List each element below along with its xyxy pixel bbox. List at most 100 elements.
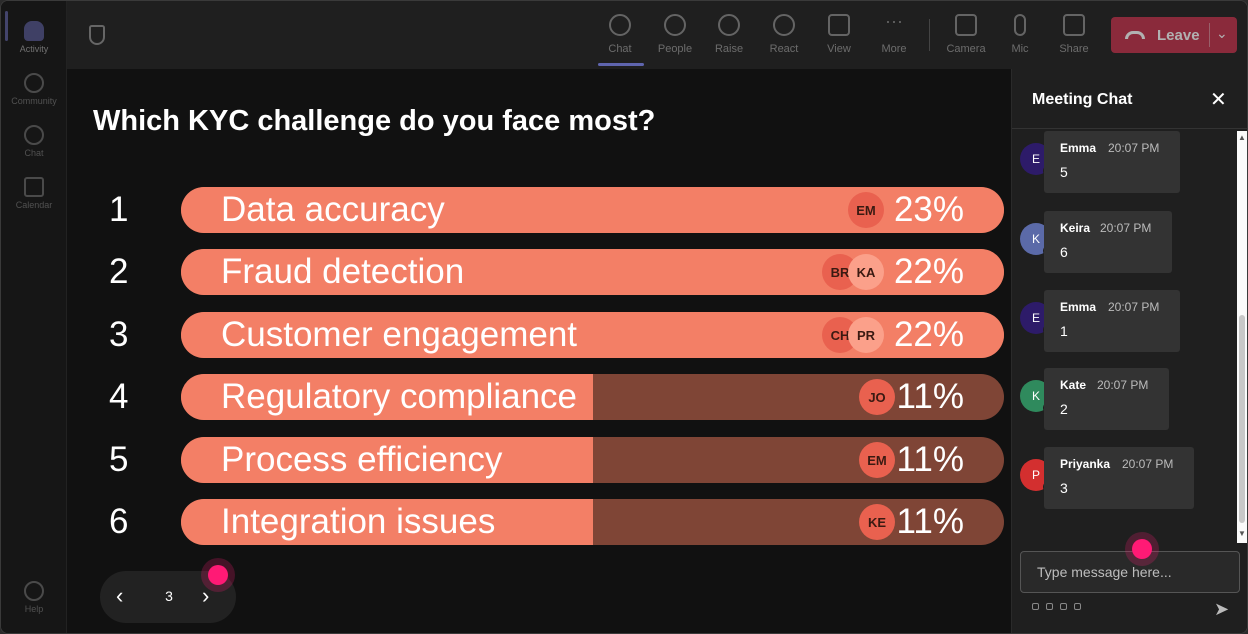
poll-option-label: Data accuracy: [221, 190, 445, 229]
toolbar-label: Share: [1059, 43, 1089, 55]
poll-option-number: 2: [109, 252, 129, 291]
meeting-toolbar: Chat People Raise React View ··· More Ca…: [67, 1, 1247, 69]
poll-option-row[interactable]: 6 Integration issues KE 11%: [93, 499, 1005, 547]
voter-avatar: PR: [848, 317, 884, 353]
leave-label: Leave: [1157, 26, 1200, 44]
toolbar-share-button[interactable]: Share: [1049, 11, 1099, 61]
message-input[interactable]: [1020, 551, 1240, 593]
toolbar-label: Camera: [946, 43, 986, 55]
message-text: 5: [1060, 164, 1068, 180]
scroll-thumb[interactable]: [1239, 315, 1245, 523]
poll-option-label: Integration issues: [221, 502, 496, 541]
rail-item-label: Help: [24, 603, 44, 614]
page-number: 3: [165, 588, 173, 604]
scroll-up-arrow-icon[interactable]: ▲: [1238, 133, 1246, 142]
voter-avatar: KE: [859, 504, 895, 540]
chevron-right-icon[interactable]: ›: [202, 583, 210, 608]
voter-avatar: KA: [848, 254, 884, 290]
message-author: Emma: [1060, 141, 1097, 155]
toolbar-more-button[interactable]: ··· More: [869, 11, 919, 61]
poll-option-label: Regulatory compliance: [221, 377, 578, 416]
poll-option-row[interactable]: 2 Fraud detection BR KA 22%: [93, 249, 1005, 297]
poll-option-fill: [181, 374, 593, 420]
rail-item-calendar[interactable]: Calendar: [1, 167, 67, 219]
rail-active-indicator: [5, 11, 8, 41]
toolbar-label: More: [881, 43, 907, 55]
gif-icon[interactable]: [1074, 603, 1081, 610]
toolbar-people-button[interactable]: People: [650, 11, 700, 61]
chevron-left-icon[interactable]: ‹: [116, 583, 124, 608]
message-time: 20:07 PM: [1108, 141, 1160, 155]
grid-icon: [828, 14, 850, 36]
poll-option-row[interactable]: 1 Data accuracy EM 23%: [93, 187, 1005, 235]
poll-option-label: Fraud detection: [221, 252, 465, 291]
poll-option-bar: Process efficiency EM 11%: [181, 437, 1004, 483]
rail-item-chat[interactable]: Chat: [1, 115, 67, 167]
message-time: 20:07 PM: [1108, 300, 1160, 314]
toolbar-raise-button[interactable]: Raise: [704, 11, 754, 61]
chat-icon: [609, 14, 631, 36]
people-icon: [664, 14, 686, 36]
app-rail: Activity Community Chat Calendar Help: [1, 1, 67, 633]
chat-active-indicator: [598, 63, 644, 66]
poll-option-percent: 11%: [896, 440, 964, 479]
emoji-icon[interactable]: [1060, 603, 1067, 610]
message-bubble: Keira 20:07 PM 6: [1044, 211, 1172, 273]
meeting-chat-panel: Meeting Chat ✕ E Emma 20:07 PM 5 K Keira 20:07…: [1011, 69, 1247, 633]
voter-avatar: JO: [859, 379, 895, 415]
poll-option-bar: Customer engagement CH PR 22%: [181, 312, 1004, 358]
message-bubble: Emma 20:07 PM 1: [1044, 290, 1180, 352]
message-time: 20:07 PM: [1100, 221, 1152, 235]
pointer-highlight: [208, 565, 228, 585]
bell-icon: [24, 20, 44, 41]
poll-option-bar: Integration issues KE 11%: [181, 499, 1004, 545]
leave-button[interactable]: Leave ⌄: [1111, 17, 1237, 53]
poll-option-row[interactable]: 4 Regulatory compliance JO 11%: [93, 374, 1005, 422]
toolbar-camera-button[interactable]: Camera: [941, 11, 991, 61]
toolbar-mic-button[interactable]: Mic: [995, 11, 1045, 61]
toolbar-label: Chat: [608, 43, 632, 55]
rail-item-help[interactable]: Help: [1, 571, 67, 623]
poll-stage: Which KYC challenge do you face most? 1 D…: [67, 69, 1011, 633]
format-icon[interactable]: [1032, 603, 1039, 610]
help-icon: [24, 580, 44, 601]
send-icon[interactable]: ➤: [1214, 599, 1230, 619]
leave-divider: [1209, 23, 1210, 47]
rail-item-label: Community: [11, 95, 57, 106]
chat-scrollbar[interactable]: ▲ ▼: [1237, 131, 1247, 543]
rail-item-community[interactable]: Community: [1, 63, 67, 115]
poll-option-label: Process efficiency: [221, 440, 503, 479]
poll-option-percent: 23%: [893, 190, 964, 229]
message-author: Emma: [1060, 300, 1097, 314]
poll-option-fill: [181, 499, 593, 545]
close-icon[interactable]: ✕: [1210, 89, 1227, 111]
poll-option-row[interactable]: 5 Process efficiency EM 11%: [93, 437, 1005, 485]
scroll-down-arrow-icon[interactable]: ▼: [1238, 529, 1246, 538]
rail-item-activity[interactable]: Activity: [1, 11, 67, 63]
chat-icon: [24, 124, 44, 145]
toolbar-label: View: [827, 43, 851, 55]
toolbar-label: Mic: [1011, 43, 1029, 55]
rail-item-label: Calendar: [15, 199, 53, 210]
smiley-icon: [773, 14, 795, 36]
toolbar-label: Raise: [714, 43, 744, 55]
raise-hand-icon: [718, 14, 740, 36]
poll-option-bar: Regulatory compliance JO 11%: [181, 374, 1004, 420]
chevron-down-icon[interactable]: ⌄: [1216, 25, 1228, 41]
camera-off-icon: [955, 14, 977, 36]
rail-item-label: Chat: [24, 147, 44, 158]
poll-question: Which KYC challenge do you face most?: [93, 105, 656, 137]
poll-option-fill: [181, 437, 593, 483]
phone-hangup-icon: [1125, 31, 1145, 39]
toolbar-view-button[interactable]: View: [814, 11, 864, 61]
toolbar-chat-button[interactable]: Chat: [595, 11, 645, 61]
message-text: 2: [1060, 401, 1068, 417]
toolbar-react-button[interactable]: React: [759, 11, 809, 61]
chat-divider: [1012, 128, 1247, 129]
rail-item-label: Activity: [19, 43, 49, 54]
message-bubble: Emma 20:07 PM 5: [1044, 131, 1180, 193]
poll-option-row[interactable]: 3 Customer engagement CH PR 22%: [93, 312, 1005, 360]
share-icon: [1063, 14, 1085, 36]
more-icon: ···: [885, 11, 903, 31]
attach-icon[interactable]: [1046, 603, 1053, 610]
